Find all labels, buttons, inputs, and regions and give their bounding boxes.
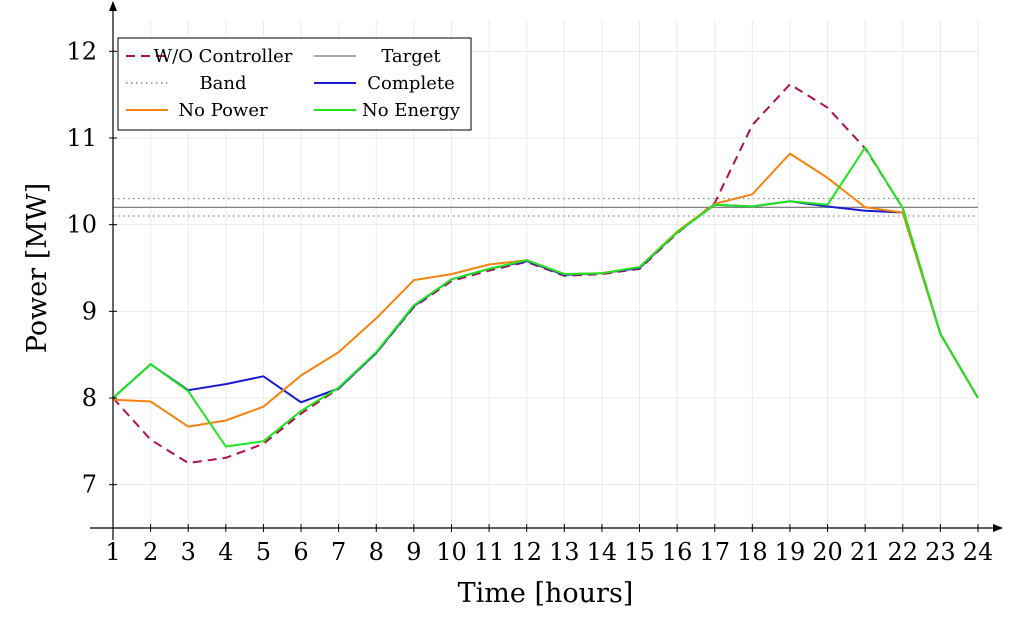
x-tick-label: 18 (737, 538, 768, 566)
tick-labels: 1 2 3 4 5 6 7 8 9 10 11 12 13 14 15 16 17 18 19 20 21 22 23 247… (66, 37, 993, 566)
x-tick-label: 11 (474, 538, 505, 566)
legend-label-no-energy: No Energy (362, 100, 461, 121)
legend-label-band: Band (199, 73, 246, 94)
legend-label-target: Target (381, 46, 441, 67)
x-tick-label: 12 (511, 538, 542, 566)
x-tick-label: 1 (105, 538, 120, 566)
y-tick-label: 11 (66, 124, 97, 152)
x-tick-label: 5 (256, 538, 271, 566)
series-line-no-power (112, 152, 979, 428)
y-axis-title: Power [MW] (22, 183, 53, 353)
x-axis-title: Time [hours] (458, 578, 634, 609)
y-tick-label: 7 (82, 471, 97, 499)
x-tick-label: 20 (812, 538, 843, 566)
legend-box (117, 37, 472, 131)
series-line-w-o-controller (112, 83, 979, 464)
x-tick-label: 23 (925, 538, 956, 566)
series-line-complete (112, 200, 979, 404)
legend-label-complete: Complete (367, 73, 455, 94)
y-tick-label: 12 (66, 37, 97, 65)
series-line-no-energy (112, 146, 979, 448)
series-lines (112, 83, 979, 464)
x-tick-label: 4 (218, 538, 233, 566)
x-tick-label: 19 (775, 538, 806, 566)
x-tick-label: 2 (143, 538, 158, 566)
x-tick-label: 21 (850, 538, 881, 566)
x-tick-label: 17 (699, 538, 730, 566)
x-tick-label: 3 (181, 538, 196, 566)
x-tick-label: 16 (662, 538, 693, 566)
x-tick-label: 7 (331, 538, 346, 566)
legend-label-w-o-controller: W/O Controller (154, 46, 293, 67)
x-tick-label: 22 (888, 538, 919, 566)
x-tick-label: 15 (624, 538, 655, 566)
target-band (113, 198, 978, 217)
y-tick-label: 8 (82, 384, 97, 412)
legend: W/O Controller Target Band Complete No Power… (117, 37, 472, 131)
y-tick-label: 9 (82, 297, 97, 325)
x-tick-label: 9 (406, 538, 421, 566)
y-tick-label: 10 (66, 211, 97, 239)
x-tick-label: 14 (587, 538, 618, 566)
axes (90, 1, 1003, 540)
x-tick-label: 8 (369, 538, 384, 566)
x-tick-label: 24 (963, 538, 994, 566)
legend-label-no-power: No Power (178, 100, 268, 121)
x-tick-label: 10 (436, 538, 467, 566)
x-tick-label: 13 (549, 538, 580, 566)
x-tick-label: 6 (293, 538, 308, 566)
